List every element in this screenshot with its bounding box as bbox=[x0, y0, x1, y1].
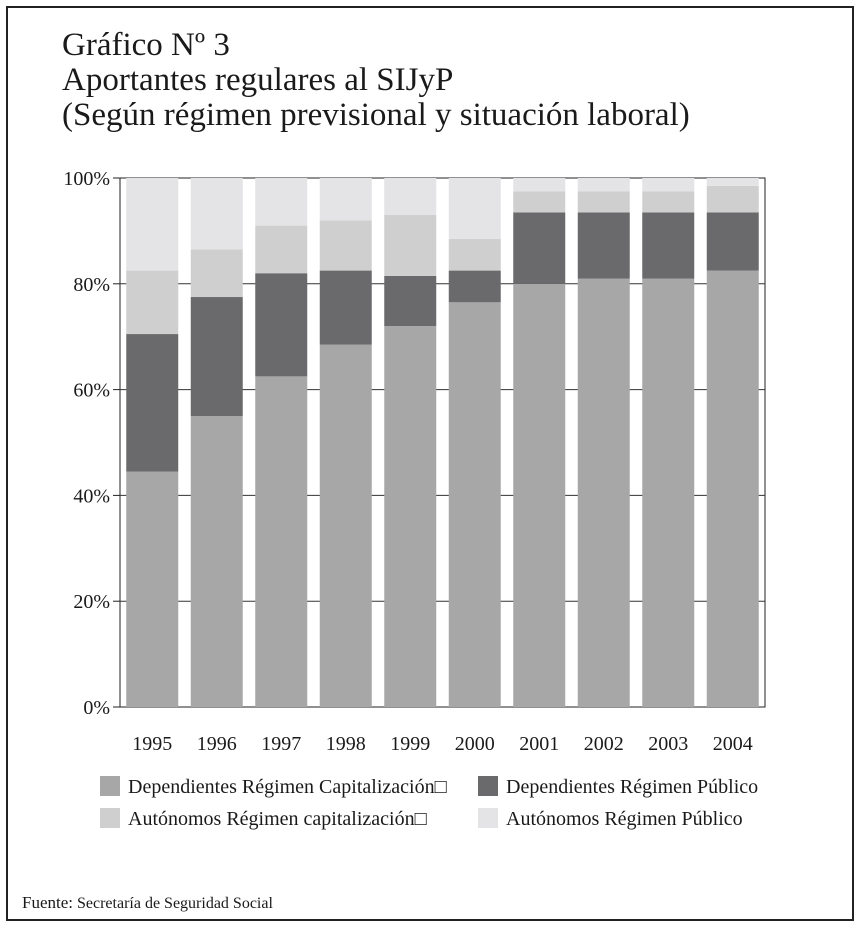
x-tick-label-2000: 2000 bbox=[455, 733, 495, 755]
bar-1996-series-3 bbox=[190, 178, 243, 250]
bar-1996-series-1 bbox=[190, 297, 243, 417]
y-tick-label-4: 80% bbox=[73, 274, 110, 296]
source-text: Secretaría de Seguridad Social bbox=[77, 895, 273, 912]
y-tick-label-5: 100% bbox=[63, 168, 110, 190]
bar-2000-series-1 bbox=[448, 270, 501, 303]
legend-label-dep-capitalizacion: Dependientes Régimen Capitalización□ bbox=[128, 776, 447, 798]
bar-2003-series-0 bbox=[642, 278, 695, 707]
bar-2003-series-3 bbox=[642, 178, 695, 192]
x-tick-label-1999: 1999 bbox=[390, 733, 430, 755]
bar-1997-series-2 bbox=[255, 225, 308, 274]
bar-2002-series-2 bbox=[577, 191, 630, 213]
bar-1995-series-3 bbox=[126, 178, 179, 271]
y-tick-label-3: 60% bbox=[73, 380, 110, 402]
bar-2001-series-3 bbox=[513, 178, 566, 192]
y-tick-label-1: 20% bbox=[73, 591, 110, 613]
title-line-2: Aportantes regulares al SIJyP bbox=[62, 62, 454, 98]
bar-1999-series-2 bbox=[384, 215, 437, 276]
legend-label-aut-capitalizacion: Autónomos Régimen capitalización□ bbox=[128, 808, 427, 830]
bar-1995-series-0 bbox=[126, 471, 179, 707]
bar-2001-series-2 bbox=[513, 191, 566, 213]
bar-2002-series-0 bbox=[577, 278, 630, 707]
bar-1998-series-2 bbox=[319, 220, 372, 271]
bar-1998-series-0 bbox=[319, 344, 372, 707]
x-tick-label-1998: 1998 bbox=[326, 733, 366, 755]
bar-1997-series-1 bbox=[255, 273, 308, 377]
x-tick-label-2002: 2002 bbox=[584, 733, 624, 755]
y-tick-label-2: 40% bbox=[73, 485, 110, 507]
x-tick-label-2003: 2003 bbox=[648, 733, 688, 755]
bar-2004-series-2 bbox=[706, 185, 759, 213]
chart-title: Gráfico Nº 3 Aportantes regulares al SIJ… bbox=[62, 28, 690, 133]
bar-1999-series-1 bbox=[384, 275, 437, 327]
bar-2003-series-2 bbox=[642, 191, 695, 213]
bar-1997-series-3 bbox=[255, 178, 308, 226]
bar-2004-series-3 bbox=[706, 178, 759, 186]
x-tick-label-1996: 1996 bbox=[197, 733, 237, 755]
bar-1999-series-3 bbox=[384, 178, 437, 216]
bar-2000-series-3 bbox=[448, 178, 501, 239]
legend-item-dep-publico: Dependientes Régimen Público bbox=[478, 776, 758, 800]
legend-swatch-aut-publico bbox=[478, 808, 498, 828]
plot-area bbox=[119, 177, 766, 708]
legend-swatch-dep-publico bbox=[478, 776, 498, 796]
bar-1996-series-2 bbox=[190, 249, 243, 298]
bar-2003-series-1 bbox=[642, 212, 695, 279]
bar-2000-series-2 bbox=[448, 238, 501, 271]
x-tick-label-1997: 1997 bbox=[261, 733, 301, 755]
bar-2000-series-0 bbox=[448, 302, 501, 707]
bar-1995-series-1 bbox=[126, 334, 179, 472]
source-label: Fuente: bbox=[22, 893, 73, 912]
legend-label-dep-publico: Dependientes Régimen Público bbox=[506, 776, 759, 798]
x-tick-label-2001: 2001 bbox=[519, 733, 559, 755]
legend-swatch-dep-capitalizacion bbox=[100, 776, 120, 796]
bar-1998-series-1 bbox=[319, 270, 372, 345]
bar-1999-series-0 bbox=[384, 326, 437, 707]
bar-2004-series-1 bbox=[706, 212, 759, 271]
title-line-3: (Según régimen previsional y situación l… bbox=[62, 97, 690, 133]
legend-item-dep-capitalizacion: Dependientes Régimen Capitalización□ bbox=[100, 776, 447, 800]
legend-item-aut-publico: Autónomos Régimen Público bbox=[478, 808, 743, 832]
y-tick-label-0: 0% bbox=[83, 697, 110, 719]
bar-2001-series-1 bbox=[513, 212, 566, 284]
bar-1996-series-0 bbox=[190, 416, 243, 707]
bar-1998-series-3 bbox=[319, 178, 372, 221]
title-line-1: Gráfico Nº 3 bbox=[62, 27, 230, 63]
bar-1997-series-0 bbox=[255, 376, 308, 707]
chart-frame bbox=[6, 6, 854, 921]
source-note: Fuente: Secretaría de Seguridad Social bbox=[22, 893, 273, 913]
bar-2002-series-3 bbox=[577, 178, 630, 192]
legend-label-aut-publico: Autónomos Régimen Público bbox=[506, 808, 743, 830]
bar-2001-series-0 bbox=[513, 283, 566, 707]
legend-item-aut-capitalizacion: Autónomos Régimen capitalización□ bbox=[100, 808, 427, 832]
x-tick-label-2004: 2004 bbox=[713, 733, 753, 755]
bar-2004-series-0 bbox=[706, 270, 759, 707]
bar-1995-series-2 bbox=[126, 270, 179, 335]
bar-2002-series-1 bbox=[577, 212, 630, 279]
legend-swatch-aut-capitalizacion bbox=[100, 808, 120, 828]
x-tick-label-1995: 1995 bbox=[132, 733, 172, 755]
